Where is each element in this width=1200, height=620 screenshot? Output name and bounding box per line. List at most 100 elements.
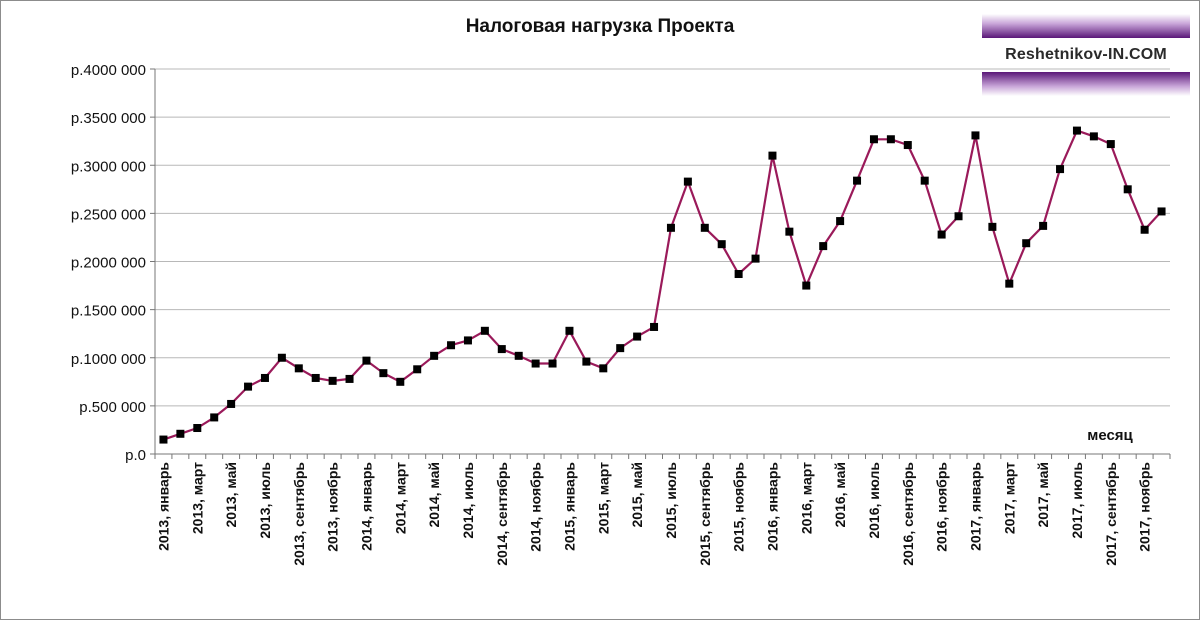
data-point [497, 345, 506, 354]
y-tick-label: р.0 [125, 447, 146, 464]
data-point [1089, 132, 1098, 141]
x-tick-label: 2015, июль [663, 462, 679, 539]
data-point [836, 217, 845, 226]
data-point [447, 341, 456, 350]
data-point [1072, 126, 1081, 135]
logo-bar-top [982, 14, 1190, 38]
data-point [683, 177, 692, 186]
data-point [802, 281, 811, 290]
x-tick-label: 2014, март [392, 462, 408, 534]
data-point [666, 223, 675, 232]
data-point [328, 376, 337, 385]
data-point [565, 326, 574, 335]
data-point [920, 176, 929, 185]
x-tick-label: 2014, ноябрь [528, 462, 544, 552]
data-point [751, 254, 760, 263]
y-tick-label: р.4000 000 [71, 62, 146, 79]
data-point [1005, 279, 1014, 288]
y-tick-label: р.1000 000 [71, 351, 146, 368]
data-point [514, 351, 523, 360]
data-point [582, 357, 591, 366]
x-tick-label: 2016, сентябрь [900, 462, 916, 566]
y-tick-label: р.2000 000 [71, 255, 146, 272]
data-point [244, 382, 253, 391]
data-point [1140, 225, 1149, 234]
data-point [1106, 140, 1115, 149]
data-point [311, 373, 320, 382]
data-point [853, 176, 862, 185]
data-point [227, 399, 236, 408]
data-point [277, 353, 286, 362]
data-point [869, 135, 878, 144]
x-tick-label: 2015, март [595, 462, 611, 534]
data-point [785, 227, 794, 236]
data-point [599, 364, 608, 373]
data-point [176, 429, 185, 438]
data-point [463, 336, 472, 345]
gridlines [155, 68, 1170, 407]
watermark-logo: Reshetnikov-IN.COM [982, 14, 1190, 96]
x-tick-label: 2016, март [798, 462, 814, 534]
data-point [548, 359, 557, 368]
data-point [768, 151, 777, 160]
x-tick-label: 2017, май [1035, 462, 1051, 528]
data-point [260, 373, 269, 382]
y-tick-label: р.3000 000 [71, 158, 146, 175]
x-tick-label: 2015, сентябрь [697, 462, 713, 566]
x-tick-label: 2015, январь [561, 462, 577, 551]
data-point [616, 344, 625, 353]
data-point [633, 332, 642, 341]
data-point [734, 270, 743, 279]
x-tick-label: 2013, ноябрь [325, 462, 341, 552]
data-point [210, 413, 219, 422]
chart-title: Налоговая нагрузка Проекта [465, 16, 735, 37]
x-tick-label: 2016, январь [764, 462, 780, 551]
data-point [396, 377, 405, 386]
data-point [345, 374, 354, 383]
x-tick-label: 2014, январь [358, 462, 374, 551]
data-point [1039, 221, 1048, 230]
data-point [1123, 185, 1132, 194]
data-point [937, 230, 946, 239]
data-point [819, 242, 828, 251]
x-tick-label: 2017, июль [1069, 462, 1085, 539]
x-tick-label: 2015, май [629, 462, 645, 528]
data-point [413, 365, 422, 374]
data-point [988, 222, 997, 231]
x-tick-label: 2017, сентябрь [1103, 462, 1119, 566]
x-tick-label: 2013, январь [155, 462, 171, 551]
data-point [159, 435, 168, 444]
data-point [971, 131, 980, 140]
data-point [362, 356, 371, 365]
data-point [886, 135, 895, 144]
x-tick-label: 2017, ноябрь [1137, 462, 1153, 552]
logo-text: Reshetnikov-IN.COM [1005, 46, 1167, 63]
x-tick-label: 2016, ноябрь [934, 462, 950, 552]
x-tick-label: 2017, январь [967, 462, 983, 551]
series [159, 126, 1166, 444]
y-tick-label: р.2500 000 [71, 206, 146, 223]
y-axis: р.0 р.500 000 р.1000 000 р.1500 000 р.2000 0… [71, 62, 156, 464]
y-tick-label: р.1500 000 [71, 303, 146, 320]
data-point [531, 359, 540, 368]
x-tick-label: 2016, май [832, 462, 848, 528]
x-tick-label: 2016, июль [866, 462, 882, 539]
x-tick-label: 2017, март [1001, 462, 1017, 534]
x-tick-label: 2013, май [223, 462, 239, 528]
data-point [1022, 239, 1031, 248]
x-tick-label: 2013, июль [257, 462, 273, 539]
x-tick-label: 2015, ноябрь [731, 462, 747, 552]
data-point [480, 326, 489, 335]
data-point [903, 141, 912, 150]
data-point [1056, 165, 1065, 174]
x-axis-label: месяц [1087, 427, 1133, 444]
x-tick-label: 2014, июль [460, 462, 476, 539]
data-point [294, 364, 303, 373]
data-point [193, 424, 202, 433]
data-point [379, 369, 388, 378]
x-axis: 2013, январь 2013, март 2013, май 2013, июл… [154, 453, 1171, 566]
data-point [700, 223, 709, 232]
y-tick-label: р.3500 000 [71, 110, 146, 127]
x-tick-label: 2013, март [189, 462, 205, 534]
